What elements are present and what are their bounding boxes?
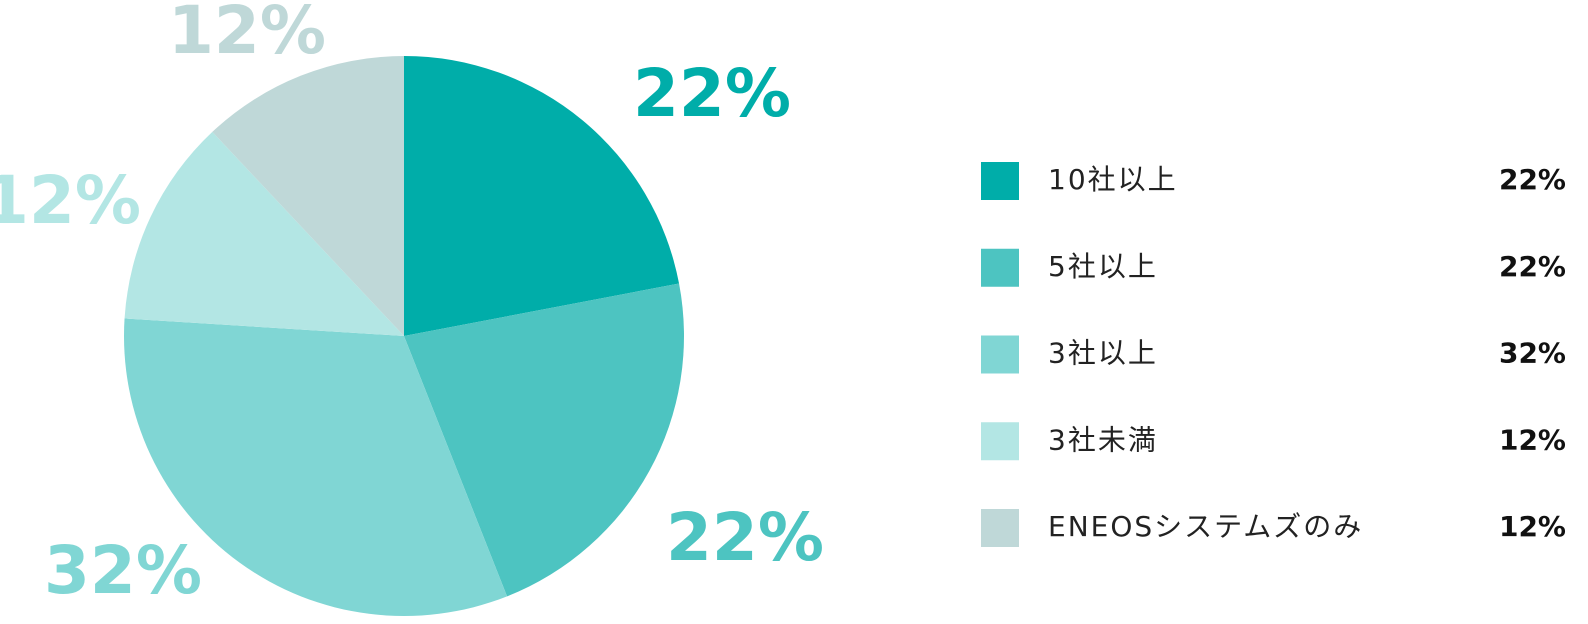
pie-slice (212, 56, 404, 336)
legend-label: 5社以上 (1048, 250, 1158, 283)
pie-slice (124, 131, 404, 336)
legend-value: 22% (1499, 163, 1566, 196)
pie-slice (404, 283, 684, 597)
pie-slice (124, 318, 508, 616)
legend-label: 10社以上 (1048, 163, 1178, 196)
legend-value: 12% (1499, 510, 1566, 543)
legend-swatch (981, 509, 1019, 547)
legend-swatch (981, 422, 1019, 461)
legend-value: 32% (1499, 337, 1566, 370)
pie-slice (404, 56, 680, 336)
pie-label: 22% (633, 55, 791, 132)
legend-value: 22% (1499, 250, 1566, 283)
legend-label: ENEOSシステムズのみ (1048, 510, 1363, 543)
legend-value: 12% (1499, 423, 1566, 456)
pie-label: 32% (44, 532, 202, 609)
legend-label: 3社以上 (1048, 337, 1158, 370)
legend-swatch (981, 335, 1019, 374)
legend-swatch (981, 248, 1019, 287)
pie-label: 22% (666, 499, 824, 576)
legend-label: 3社未満 (1048, 423, 1158, 456)
pie-label: 12% (0, 162, 141, 239)
pie-label: 12% (168, 0, 326, 69)
legend-swatch (981, 162, 1019, 200)
